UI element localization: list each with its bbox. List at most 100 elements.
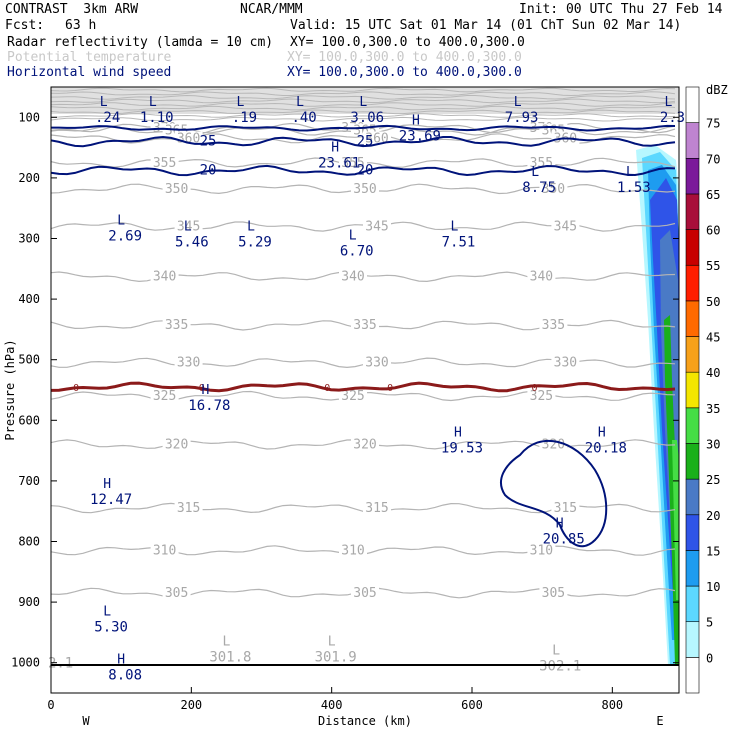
theta-label: 355	[341, 156, 364, 171]
valid-time: Valid: 15 UTC Sat 01 Mar 14 (01 ChT Sun …	[290, 18, 682, 33]
theta-label: 330	[554, 356, 577, 371]
extremum-type: L	[149, 95, 157, 110]
band-contour	[51, 98, 676, 104]
theta-label: 325	[530, 389, 553, 404]
band-contour	[51, 116, 676, 122]
theta-label-bg	[162, 586, 191, 600]
colorbar-unit: dBZ	[706, 83, 728, 97]
theta-label: 340	[341, 270, 364, 285]
colorbar-swatch	[685, 371, 700, 409]
theta-label-bg	[162, 437, 191, 451]
theta-label-bg	[351, 181, 379, 195]
wind-contours: 25 25 20 20	[51, 124, 676, 548]
colorbar-label: 5	[706, 616, 713, 630]
y-tick-label: 500	[18, 353, 40, 367]
theta-label-bg	[162, 181, 191, 195]
extremum-type: H	[201, 383, 209, 398]
extremum-value: .40	[291, 110, 316, 126]
wind-contour	[51, 135, 676, 148]
field-reflectivity-xy: XY= 100.0,300.0 to 400.0,300.0	[290, 35, 525, 50]
colorbar-swatch	[685, 336, 700, 373]
band-contour	[51, 113, 676, 118]
colorbar-label: 40	[706, 366, 720, 380]
wind-contour-label: 25	[357, 134, 374, 150]
wind-contour-jet	[51, 124, 676, 132]
freezing-label: 0	[73, 383, 79, 394]
extremum-type: H	[454, 425, 462, 440]
theta-label-bg	[551, 219, 580, 233]
y-tick-label: 100	[18, 110, 40, 124]
freezing-level: 0 0 0 0 0	[51, 381, 676, 394]
plot-frame	[50, 86, 680, 694]
model-title: CONTRAST 3km ARW	[5, 2, 139, 17]
theta-label: 350	[353, 182, 376, 197]
extremum-type: H	[103, 477, 111, 492]
theta-label-bg	[363, 355, 391, 369]
theta-label: 320	[353, 438, 376, 453]
upper-theta-band	[51, 87, 679, 122]
extremum-value: 7.51	[442, 234, 476, 250]
wind-contour-label: 20	[200, 163, 217, 179]
colorbar-label: 20	[706, 509, 720, 523]
extremum-type: L	[184, 219, 192, 234]
forecast-label: Fcst:	[5, 18, 45, 33]
extremum-type: H	[556, 516, 564, 531]
wind-closed-contour	[500, 439, 608, 548]
theta-label-bg	[539, 586, 568, 600]
theta-label: 360	[177, 132, 200, 147]
colorbar-label: 70	[706, 152, 720, 166]
extremum-value: 12.47	[90, 492, 132, 508]
freezing-label: 0	[324, 383, 330, 394]
theta-label-bg	[351, 437, 379, 451]
extrema-labels: L.24L1.10L.19L.40L3.06L7.93L2.3H23.69H23…	[48, 95, 685, 684]
extremum-type: L	[237, 95, 245, 110]
extremum-value: 3.06	[350, 110, 384, 126]
theta-label-bg	[527, 543, 556, 557]
reflectivity-shading	[636, 145, 679, 665]
extremum-value: 5.46	[175, 234, 209, 250]
field-wind-xy: XY= 100.0,300.0 to 400.0,300.0	[287, 65, 522, 80]
extremum-type: L	[531, 165, 539, 180]
extremum-type: L	[359, 95, 367, 110]
west-label: W	[82, 714, 90, 728]
theta-contours: 3703703703653653653603603603553553553503…	[51, 121, 676, 601]
extremum-type: L	[100, 95, 108, 110]
theta-extremum-value: 301.9	[315, 650, 357, 666]
theta-label: 335	[542, 318, 565, 333]
theta-label-bg	[150, 155, 179, 169]
colorbar-label: 65	[706, 188, 720, 202]
extremum-type: L	[514, 95, 522, 110]
theta-label: 330	[177, 356, 200, 371]
theta-extremum-type: L	[552, 644, 560, 659]
extremum-type: L	[247, 219, 255, 234]
extremum-value: 8.75	[522, 180, 556, 196]
theta-label-bg	[150, 269, 179, 283]
x-tick-label: 400	[321, 698, 343, 712]
extremum-value: 1.53	[617, 180, 651, 196]
band-contour	[51, 87, 676, 93]
east-label: E	[656, 714, 663, 728]
extremum-value: 8.08	[108, 668, 142, 684]
field-reflectivity: Radar reflectivity (lamda = 10 cm)	[7, 35, 274, 50]
theta-label: 335	[165, 318, 188, 333]
theta-label: 315	[177, 501, 200, 516]
theta-label: 320	[165, 438, 188, 453]
org-label: NCAR/MMM	[240, 2, 303, 17]
y-tick-label: 200	[18, 171, 40, 185]
y-axis-label: Pressure (hPa)	[3, 339, 17, 440]
freezing-label: 0	[387, 383, 393, 394]
init-time: Init: 00 UTC Thu 27 Feb 14	[519, 2, 723, 17]
theta-label-bg	[339, 543, 367, 557]
theta-label-bg	[351, 318, 379, 332]
wind-contour-label: 25	[200, 134, 217, 150]
wind-contour	[51, 164, 676, 177]
colorbar-swatch	[685, 264, 700, 302]
theta-label-bg	[150, 389, 179, 403]
extremum-type: L	[103, 604, 111, 619]
colorbar-label: 50	[706, 295, 720, 309]
extremum-value: 2.3	[660, 110, 685, 126]
x-tick-label: 800	[601, 698, 623, 712]
theta-extremum-type: L	[328, 635, 336, 650]
